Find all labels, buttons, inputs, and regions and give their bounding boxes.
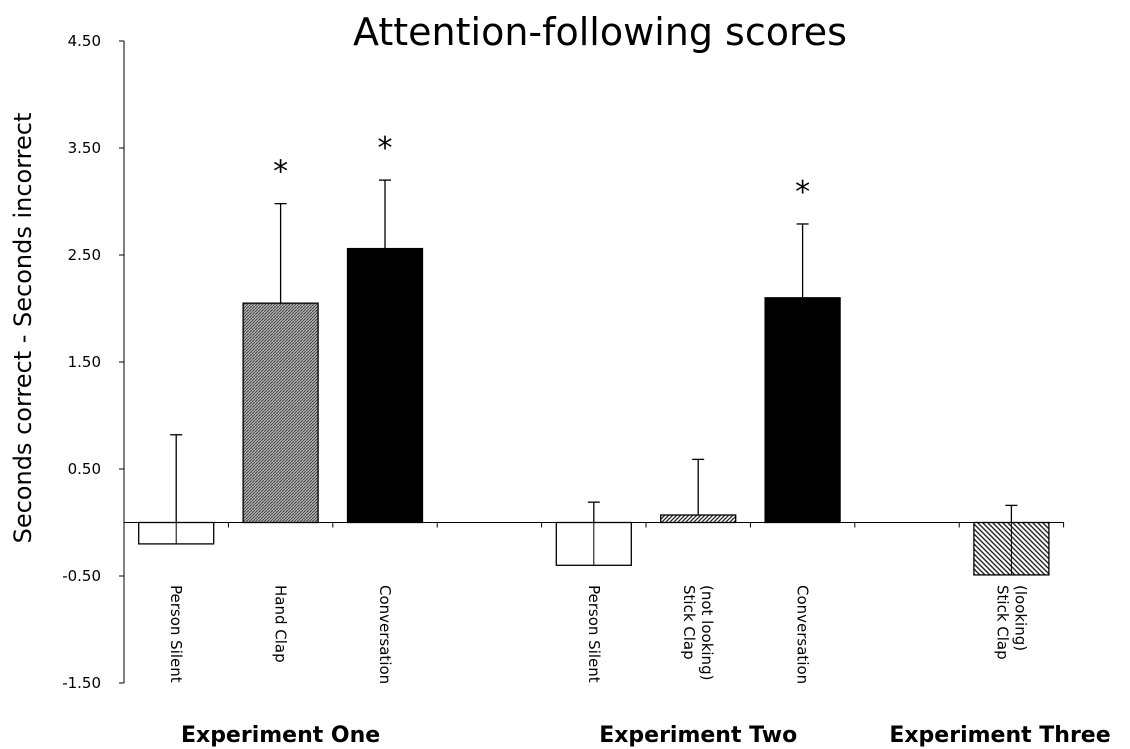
y-tick-label: 2.50 [68, 246, 101, 264]
group-label: Experiment One [181, 723, 380, 748]
y-axis-label: Seconds correct - Seconds incorrect [9, 113, 37, 544]
category-label: Person Silent [585, 585, 603, 683]
significance-markers: * * * [273, 131, 810, 210]
category-label: Conversation [376, 585, 394, 684]
group-label: Experiment Three [889, 723, 1110, 748]
category-labels: Person Silent Hand Clap Conversation Person… [167, 585, 1029, 684]
bar [242, 302, 319, 524]
error-bars [170, 179, 1018, 575]
group-label: Experiment Two [599, 723, 797, 748]
y-tick-label: -1.50 [62, 674, 101, 692]
category-label: Person Silent [167, 585, 185, 683]
bar [660, 514, 737, 524]
chart-title: Attention-following scores [353, 10, 847, 54]
y-tick-label: 0.50 [68, 460, 101, 478]
y-tick-label: 1.50 [68, 353, 101, 371]
category-label: Conversation [794, 585, 812, 684]
significance-star: * [273, 155, 288, 190]
y-axis-ticks: 4.50 3.50 2.50 1.50 0.50 -0.50 -1.50 [62, 32, 124, 692]
y-tick-label: 3.50 [68, 139, 101, 157]
group-labels: Experiment One Experiment Two Experiment T… [181, 723, 1111, 748]
x-axis-ticks [227, 522, 1065, 528]
significance-star: * [795, 175, 810, 210]
y-tick-label: -0.50 [62, 567, 101, 585]
category-label: Stick Clap(not looking) [680, 585, 716, 680]
bar [764, 297, 841, 524]
y-tick-label: 4.50 [68, 32, 101, 50]
bar [346, 247, 424, 524]
bars [138, 247, 1050, 576]
significance-star: * [378, 131, 393, 166]
category-label: Stick Clap(looking) [993, 585, 1029, 660]
category-label: Hand Clap [272, 585, 290, 663]
